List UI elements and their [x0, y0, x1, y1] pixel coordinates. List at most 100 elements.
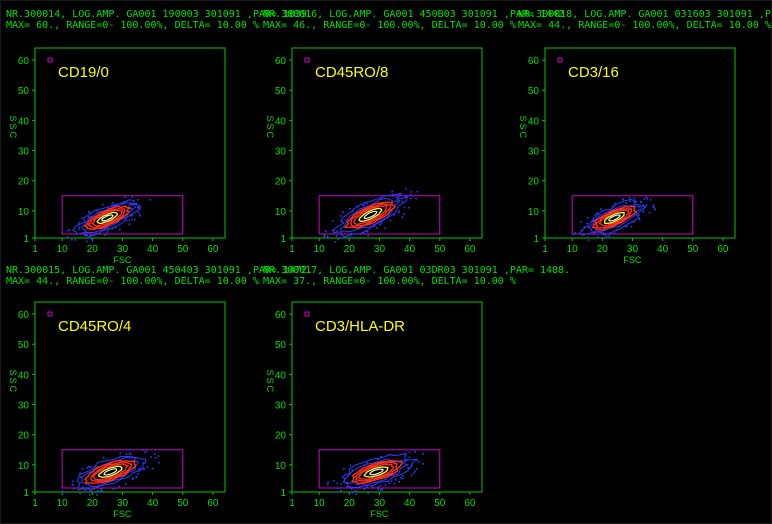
- density-point: [124, 483, 127, 485]
- density-point: [645, 204, 648, 206]
- x-tick-label: 50: [434, 244, 446, 255]
- density-point: [139, 214, 141, 217]
- header-line-1: NR.300014, LOG.AMP. GA001 190003 301091 …: [6, 9, 313, 20]
- header-line-1: NR.300017, LOG.AMP. GA001 03DR03 301091 …: [263, 265, 570, 276]
- panel-title: CD3/HLA-DR: [315, 318, 405, 335]
- density-point: [88, 212, 91, 214]
- density-point: [138, 207, 140, 209]
- density-point: [614, 203, 616, 205]
- header-line-2: MAX= 44., RANGE=0- 100.00%, DELTA= 10.00…: [6, 276, 259, 287]
- density-point: [86, 240, 88, 243]
- density-point: [408, 451, 411, 454]
- x-tick-label: 30: [374, 244, 386, 255]
- density-point: [594, 214, 596, 216]
- density-point: [88, 494, 91, 496]
- y-tick-label: 1: [533, 234, 539, 245]
- density-contour: [591, 205, 638, 231]
- density-point: [336, 482, 338, 485]
- density-point: [407, 466, 409, 469]
- density-contour: [354, 461, 399, 482]
- density-point: [71, 238, 73, 241]
- x-tick-label: 40: [404, 244, 416, 255]
- density-point: [132, 477, 134, 479]
- density-point: [79, 476, 82, 478]
- y-tick-label: 50: [275, 340, 287, 351]
- density-point: [357, 206, 359, 208]
- density-point: [146, 466, 149, 468]
- density-point: [613, 232, 616, 235]
- density-contour: [350, 203, 392, 228]
- density-point: [81, 468, 84, 470]
- density-contour: [350, 460, 403, 485]
- density-point: [586, 222, 588, 225]
- density-contour: [76, 456, 147, 491]
- density-point: [611, 205, 614, 208]
- x-tick-label: 20: [87, 244, 99, 255]
- density-point: [119, 452, 121, 455]
- density-point: [422, 463, 424, 465]
- density-point: [593, 233, 596, 235]
- density-contour: [84, 459, 137, 484]
- density-point: [138, 468, 140, 470]
- density-point: [323, 235, 325, 238]
- density-contour: [339, 197, 402, 233]
- y-axis-label: SSC: [8, 370, 18, 395]
- density-contour: [608, 214, 622, 222]
- density-point: [355, 493, 358, 496]
- density-point: [142, 449, 144, 451]
- density-point: [415, 197, 417, 200]
- density-point: [107, 229, 109, 231]
- y-tick-label: 1: [280, 234, 286, 245]
- density-point: [410, 474, 413, 477]
- density-contour: [90, 460, 133, 482]
- header-line-1: NR.300016, LOG.AMP. GA001 450B03 301091 …: [263, 9, 564, 20]
- density-point: [626, 225, 628, 228]
- density-contour: [81, 202, 135, 234]
- x-tick-label: 60: [464, 498, 476, 509]
- density-point: [379, 485, 382, 487]
- y-tick-label: 50: [528, 86, 540, 97]
- density-point: [380, 222, 383, 224]
- density-point: [409, 194, 411, 196]
- density-point: [392, 193, 394, 196]
- density-point: [408, 206, 410, 209]
- density-point: [401, 200, 403, 203]
- y-tick-label: 40: [275, 370, 287, 381]
- density-point: [72, 480, 74, 483]
- density-contour: [87, 207, 126, 229]
- x-tick-label: 60: [207, 244, 219, 255]
- density-point: [67, 236, 69, 238]
- density-point: [633, 220, 636, 223]
- density-contour: [595, 208, 633, 229]
- density-point: [134, 218, 136, 221]
- density-contour: [603, 211, 625, 225]
- density-point: [377, 488, 379, 491]
- y-tick-label: 30: [275, 147, 287, 158]
- density-point: [367, 492, 369, 494]
- density-point: [331, 220, 334, 222]
- x-axis-label: FSC: [113, 509, 132, 519]
- density-point: [602, 232, 605, 235]
- density-point: [137, 206, 139, 208]
- density-point: [326, 235, 329, 238]
- density-point: [130, 215, 132, 217]
- density-point: [351, 469, 354, 472]
- density-point: [410, 191, 413, 193]
- density-point: [90, 466, 92, 468]
- plot-frame: [34, 301, 226, 493]
- density-point: [608, 235, 611, 237]
- density-point: [377, 485, 379, 488]
- x-tick-label: 50: [434, 498, 446, 509]
- x-tick-label: 40: [147, 498, 159, 509]
- density-point: [68, 229, 71, 231]
- x-axis-label: FSC: [113, 255, 132, 265]
- density-point: [131, 478, 134, 481]
- marker-square: [47, 311, 53, 317]
- density-point: [379, 224, 381, 226]
- y-tick-label: 10: [528, 207, 540, 218]
- density-point: [652, 204, 655, 206]
- density-point: [580, 229, 582, 232]
- density-contour: [92, 463, 129, 481]
- density-point: [362, 204, 364, 207]
- y-tick-label: 40: [18, 116, 30, 127]
